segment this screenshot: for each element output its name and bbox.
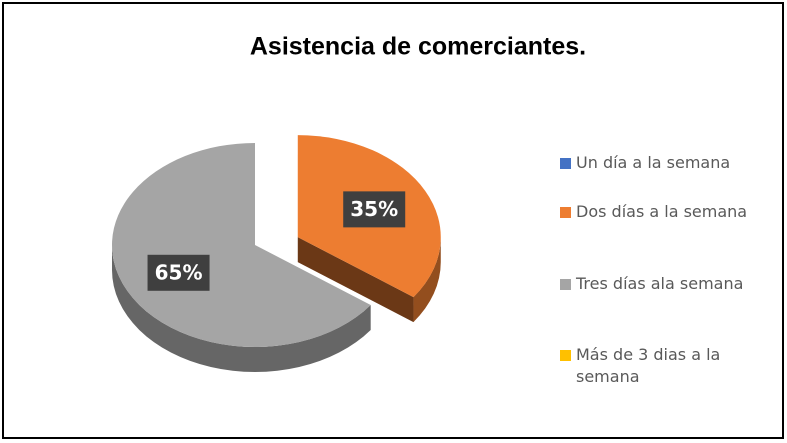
legend-item: Un día a la semana <box>560 152 775 174</box>
data-label: 65% <box>155 260 203 284</box>
chart-title: Asistencia de comerciantes. <box>250 33 586 61</box>
legend-label: Dos días a la semana <box>576 202 748 221</box>
pie-faces <box>297 237 414 323</box>
legend-item: Más de 3 dias a la semana <box>560 344 775 388</box>
legend-swatch <box>560 207 571 218</box>
legend-swatch <box>560 158 571 169</box>
legend-swatch <box>560 350 571 361</box>
legend-item: Tres días ala semana <box>560 273 775 295</box>
pie-sides <box>112 237 441 372</box>
slice <box>111 143 371 348</box>
legend-label: Más de 3 dias a la semana <box>576 345 721 386</box>
data-label: 35% <box>350 197 398 221</box>
slice-face <box>297 237 414 323</box>
slice-side <box>112 245 371 372</box>
legend-swatch <box>560 279 571 290</box>
legend-item: Dos días a la semana <box>560 201 775 223</box>
data-label-box <box>147 254 210 291</box>
data-labels: 35% 65% <box>147 191 406 291</box>
slice-side <box>413 237 441 323</box>
legend-label: Un día a la semana <box>576 153 731 172</box>
data-label-box <box>343 191 406 228</box>
legend-label: Tres días ala semana <box>576 274 744 293</box>
